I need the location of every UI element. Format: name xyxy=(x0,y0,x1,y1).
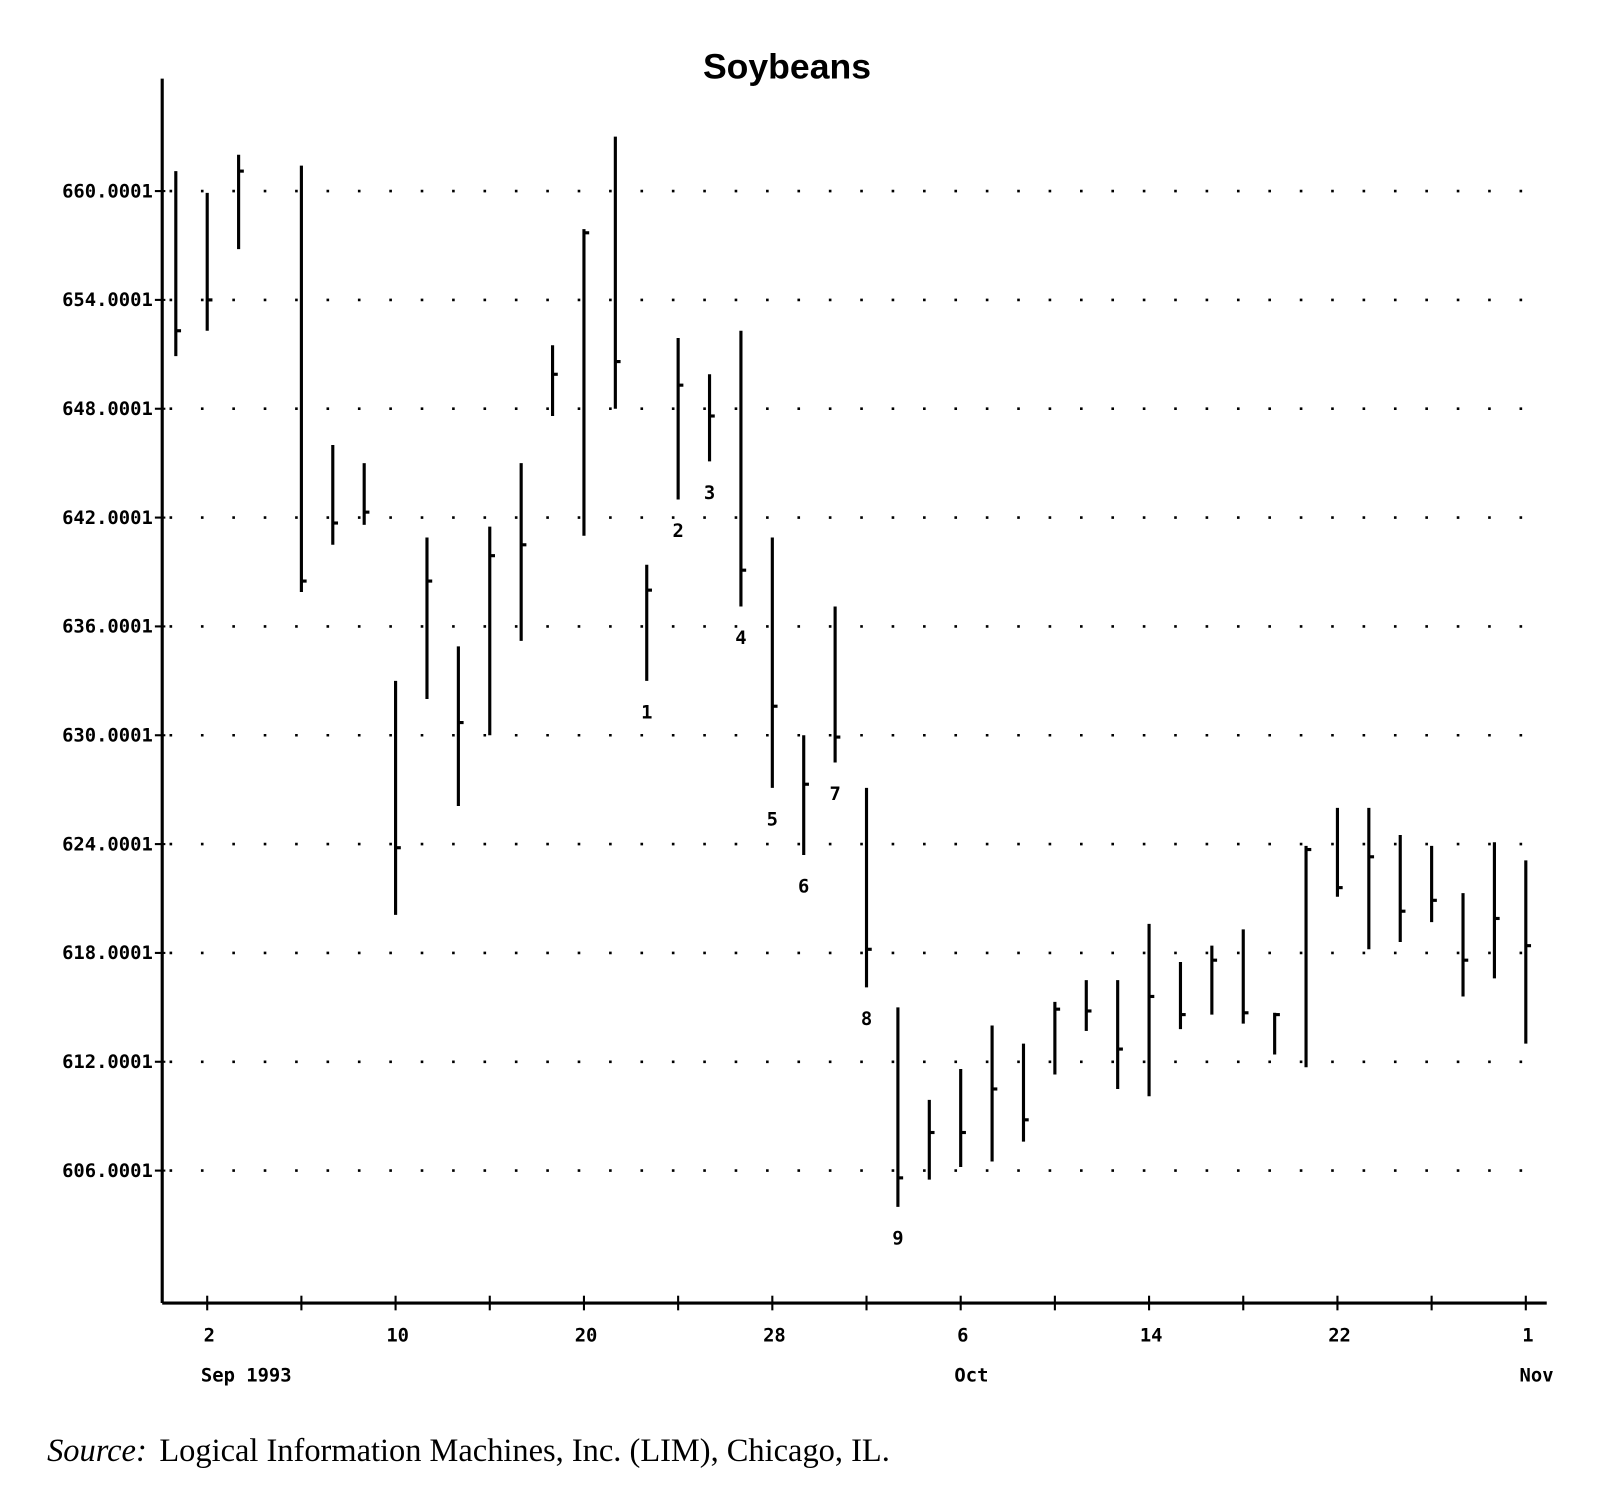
month-label: Sep 1993 xyxy=(201,1366,292,1387)
source-label: Source: xyxy=(47,1433,147,1469)
x-tick-label: 1 xyxy=(1522,1326,1533,1347)
y-tick-label: 654.0001 xyxy=(62,290,153,311)
bar-label: 1 xyxy=(641,703,652,724)
bar-label: 9 xyxy=(892,1229,903,1250)
source: Source: Logical Information Machines, Inc… xyxy=(47,1433,890,1469)
bar-label: 5 xyxy=(767,810,778,831)
y-tick-label: 636.0001 xyxy=(62,617,153,638)
bar-label: 8 xyxy=(861,1009,872,1030)
y-tick-label: 660.0001 xyxy=(62,181,153,202)
x-tick-label: 22 xyxy=(1328,1326,1351,1347)
x-tick-label: 20 xyxy=(575,1326,598,1347)
month-label: Oct xyxy=(954,1366,988,1387)
y-tick-label: 612.0001 xyxy=(62,1052,153,1073)
y-tick-label: 648.0001 xyxy=(62,399,153,420)
x-tick-label: 14 xyxy=(1140,1326,1163,1347)
chart-title: Soybeans xyxy=(703,47,871,87)
month-label: Nov xyxy=(1520,1366,1554,1387)
y-tick-label: 624.0001 xyxy=(62,834,153,855)
y-tick-label: 630.0001 xyxy=(62,726,153,747)
bar-label: 2 xyxy=(672,521,683,542)
y-tick-label: 618.0001 xyxy=(62,943,153,964)
y-tick-label: 606.0001 xyxy=(62,1161,153,1182)
x-tick-label: 10 xyxy=(386,1326,409,1347)
x-tick-label: 28 xyxy=(763,1326,786,1347)
y-tick-label: 642.0001 xyxy=(62,508,153,529)
bar-label: 4 xyxy=(735,628,746,649)
bar-label: 7 xyxy=(829,784,840,805)
source-text: Logical Information Machines, Inc. (LIM)… xyxy=(159,1433,890,1469)
x-tick-label: 2 xyxy=(204,1326,215,1347)
bar-label: 3 xyxy=(704,483,715,504)
bar-label: 6 xyxy=(798,877,809,898)
x-tick-label: 6 xyxy=(957,1326,968,1347)
